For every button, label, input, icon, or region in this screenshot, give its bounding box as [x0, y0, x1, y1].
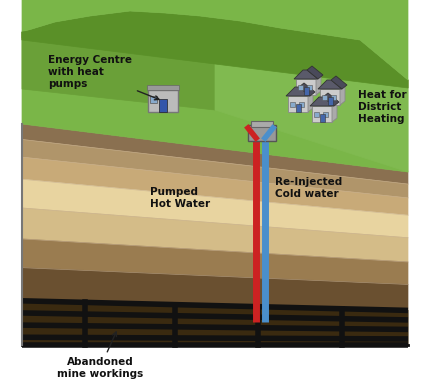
Bar	[150, 96, 157, 103]
Polygon shape	[215, 53, 408, 172]
Polygon shape	[22, 32, 408, 172]
Polygon shape	[288, 96, 308, 112]
Polygon shape	[22, 157, 408, 215]
Polygon shape	[308, 92, 313, 112]
Polygon shape	[286, 87, 310, 96]
Bar	[328, 97, 333, 105]
Text: Re-Injected
Cold water: Re-Injected Cold water	[275, 177, 342, 199]
Polygon shape	[294, 70, 318, 79]
Polygon shape	[22, 268, 408, 310]
Bar	[159, 99, 167, 112]
Text: Pumped
Hot Water: Pumped Hot Water	[150, 187, 210, 209]
Polygon shape	[320, 89, 340, 105]
Polygon shape	[22, 239, 408, 284]
Bar	[251, 121, 273, 127]
Bar	[322, 95, 327, 100]
Polygon shape	[312, 106, 332, 122]
Polygon shape	[22, 301, 408, 345]
Polygon shape	[147, 85, 179, 90]
Polygon shape	[340, 85, 345, 105]
Bar	[320, 114, 325, 122]
Polygon shape	[22, 0, 408, 80]
Bar	[296, 104, 301, 112]
Polygon shape	[22, 11, 408, 88]
Bar	[298, 85, 303, 90]
Polygon shape	[296, 79, 316, 95]
Polygon shape	[316, 75, 321, 95]
Bar	[299, 102, 304, 107]
Polygon shape	[323, 93, 339, 106]
Polygon shape	[22, 179, 408, 238]
Bar	[148, 90, 178, 112]
Text: Energy Centre
with heat
pumps: Energy Centre with heat pumps	[48, 55, 159, 100]
Bar	[248, 125, 276, 141]
Polygon shape	[22, 124, 408, 184]
Polygon shape	[318, 80, 342, 89]
Polygon shape	[310, 97, 334, 106]
Bar	[307, 85, 312, 90]
Polygon shape	[22, 301, 408, 345]
Polygon shape	[299, 83, 315, 96]
Polygon shape	[22, 32, 215, 110]
Polygon shape	[22, 208, 408, 262]
Polygon shape	[22, 32, 408, 88]
Polygon shape	[22, 18, 120, 38]
Bar	[304, 87, 309, 95]
Polygon shape	[332, 102, 337, 122]
Text: Heat for
District
Heating: Heat for District Heating	[358, 90, 407, 124]
Bar	[314, 112, 319, 117]
Polygon shape	[307, 66, 323, 79]
Polygon shape	[331, 76, 347, 89]
Text: Abandoned
mine workings: Abandoned mine workings	[57, 332, 143, 379]
Polygon shape	[22, 140, 408, 198]
Bar	[331, 95, 336, 100]
Bar	[323, 112, 328, 117]
Bar	[290, 102, 295, 107]
